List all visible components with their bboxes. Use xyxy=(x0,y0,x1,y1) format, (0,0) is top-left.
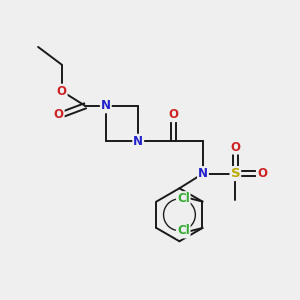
Text: O: O xyxy=(57,85,67,98)
Text: O: O xyxy=(169,108,178,121)
Text: O: O xyxy=(230,141,240,154)
Text: N: N xyxy=(133,135,143,148)
Text: O: O xyxy=(257,167,267,180)
Text: S: S xyxy=(231,167,240,180)
Text: N: N xyxy=(101,99,111,112)
Text: N: N xyxy=(198,167,208,180)
Text: Cl: Cl xyxy=(177,224,190,238)
Text: O: O xyxy=(54,108,64,121)
Text: Cl: Cl xyxy=(177,192,190,205)
